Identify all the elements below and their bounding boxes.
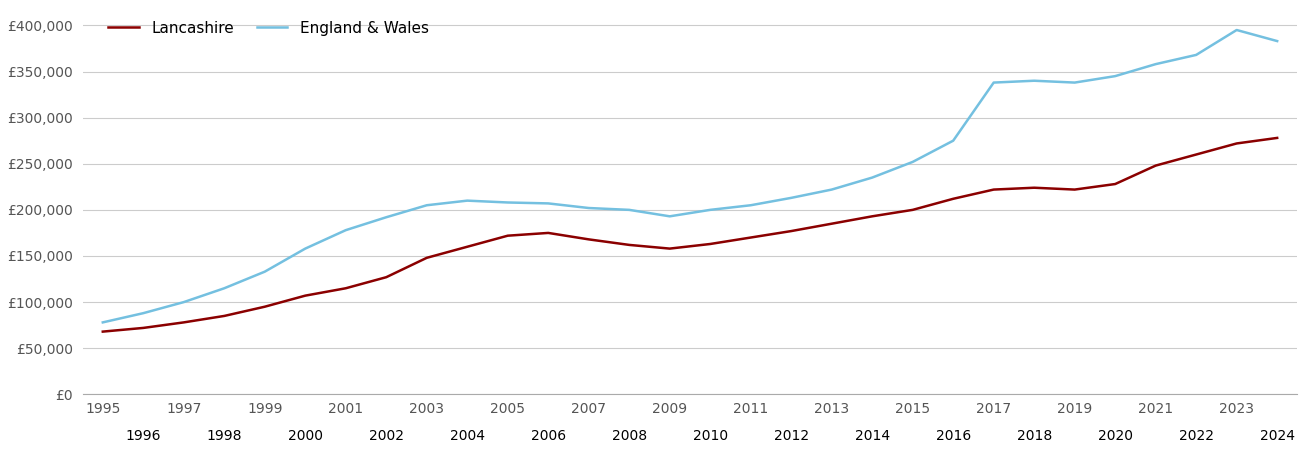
England & Wales [1108,73,1124,79]
England & Wales [985,80,1001,86]
England & Wales [1148,62,1164,67]
Lancashire [1026,185,1041,190]
England & Wales [1189,52,1205,58]
Lancashire [621,242,637,248]
England & Wales [298,246,313,251]
England & Wales [338,227,354,233]
England & Wales [540,201,556,206]
England & Wales [95,320,111,325]
England & Wales [500,200,515,205]
Line: England & Wales: England & Wales [103,30,1278,322]
Lancashire [904,207,920,212]
Lancashire [743,235,758,240]
Lancashire [176,320,192,325]
England & Wales [136,310,151,316]
Line: Lancashire: Lancashire [103,138,1278,332]
Lancashire [581,237,596,242]
Lancashire [1189,152,1205,157]
Lancashire [1270,135,1285,140]
England & Wales [783,195,799,201]
Lancashire [136,325,151,331]
Lancashire [1108,181,1124,187]
England & Wales [1229,27,1245,33]
Lancashire [783,229,799,234]
Lancashire [985,187,1001,192]
England & Wales [581,205,596,211]
Legend: Lancashire, England & Wales: Lancashire, England & Wales [102,14,435,42]
Lancashire [702,241,718,247]
England & Wales [904,159,920,165]
Lancashire [662,246,677,251]
Lancashire [378,274,394,280]
Lancashire [338,286,354,291]
Lancashire [419,255,435,261]
Lancashire [459,244,475,249]
England & Wales [1270,38,1285,44]
England & Wales [1067,80,1083,86]
England & Wales [662,214,677,219]
Lancashire [1067,187,1083,192]
Lancashire [1148,163,1164,168]
England & Wales [257,269,273,274]
England & Wales [217,286,232,291]
Lancashire [1229,141,1245,146]
England & Wales [176,299,192,305]
England & Wales [378,215,394,220]
England & Wales [945,138,960,144]
Lancashire [945,196,960,202]
Lancashire [540,230,556,236]
England & Wales [1026,78,1041,83]
Lancashire [217,313,232,319]
England & Wales [743,202,758,208]
England & Wales [459,198,475,203]
Lancashire [95,329,111,334]
Lancashire [298,293,313,298]
Lancashire [257,304,273,310]
England & Wales [864,175,880,180]
Lancashire [500,233,515,238]
England & Wales [419,202,435,208]
Lancashire [864,214,880,219]
England & Wales [823,187,839,192]
Lancashire [823,221,839,226]
England & Wales [621,207,637,212]
England & Wales [702,207,718,212]
